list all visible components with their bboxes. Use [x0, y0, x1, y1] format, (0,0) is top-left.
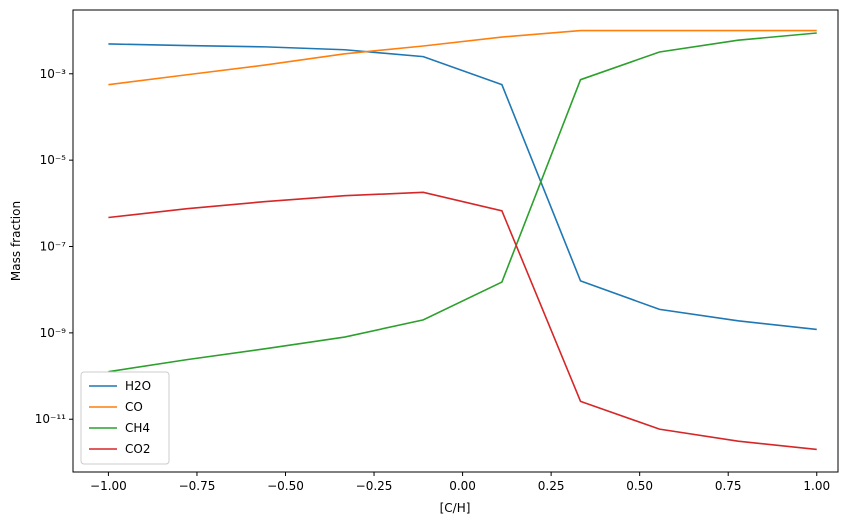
x-tick-label: 1.00	[803, 479, 830, 493]
series-line	[108, 29, 817, 86]
x-tick-label: −0.50	[267, 479, 304, 493]
x-axis-label: [C/H]	[440, 501, 471, 515]
y-tick-label: 10⁻⁷	[40, 240, 67, 254]
plot-frame	[72, 9, 839, 473]
series-line	[108, 191, 817, 451]
y-tick-label: 10⁻³	[40, 67, 67, 81]
series-line	[108, 43, 817, 331]
x-tick-label: 0.25	[538, 479, 565, 493]
x-tick-label: 0.00	[449, 479, 476, 493]
legend-label: CO	[125, 400, 143, 414]
y-tick-label: 10⁻⁵	[40, 153, 67, 167]
x-tick-label: −1.00	[90, 479, 127, 493]
legend-label: H2O	[125, 379, 151, 393]
x-tick-label: −0.75	[179, 479, 216, 493]
x-tick-label: 0.50	[626, 479, 653, 493]
y-tick-label: 10⁻⁹	[40, 326, 67, 340]
x-tick-label: 0.75	[715, 479, 742, 493]
x-tick-label: −0.25	[356, 479, 393, 493]
legend-label: CH4	[125, 421, 150, 435]
legend-box	[80, 371, 170, 465]
y-tick-label: 10⁻¹¹	[35, 412, 66, 426]
y-axis-label: Mass fraction	[9, 201, 23, 281]
series-line	[108, 32, 817, 373]
legend-label: CO2	[125, 442, 150, 456]
